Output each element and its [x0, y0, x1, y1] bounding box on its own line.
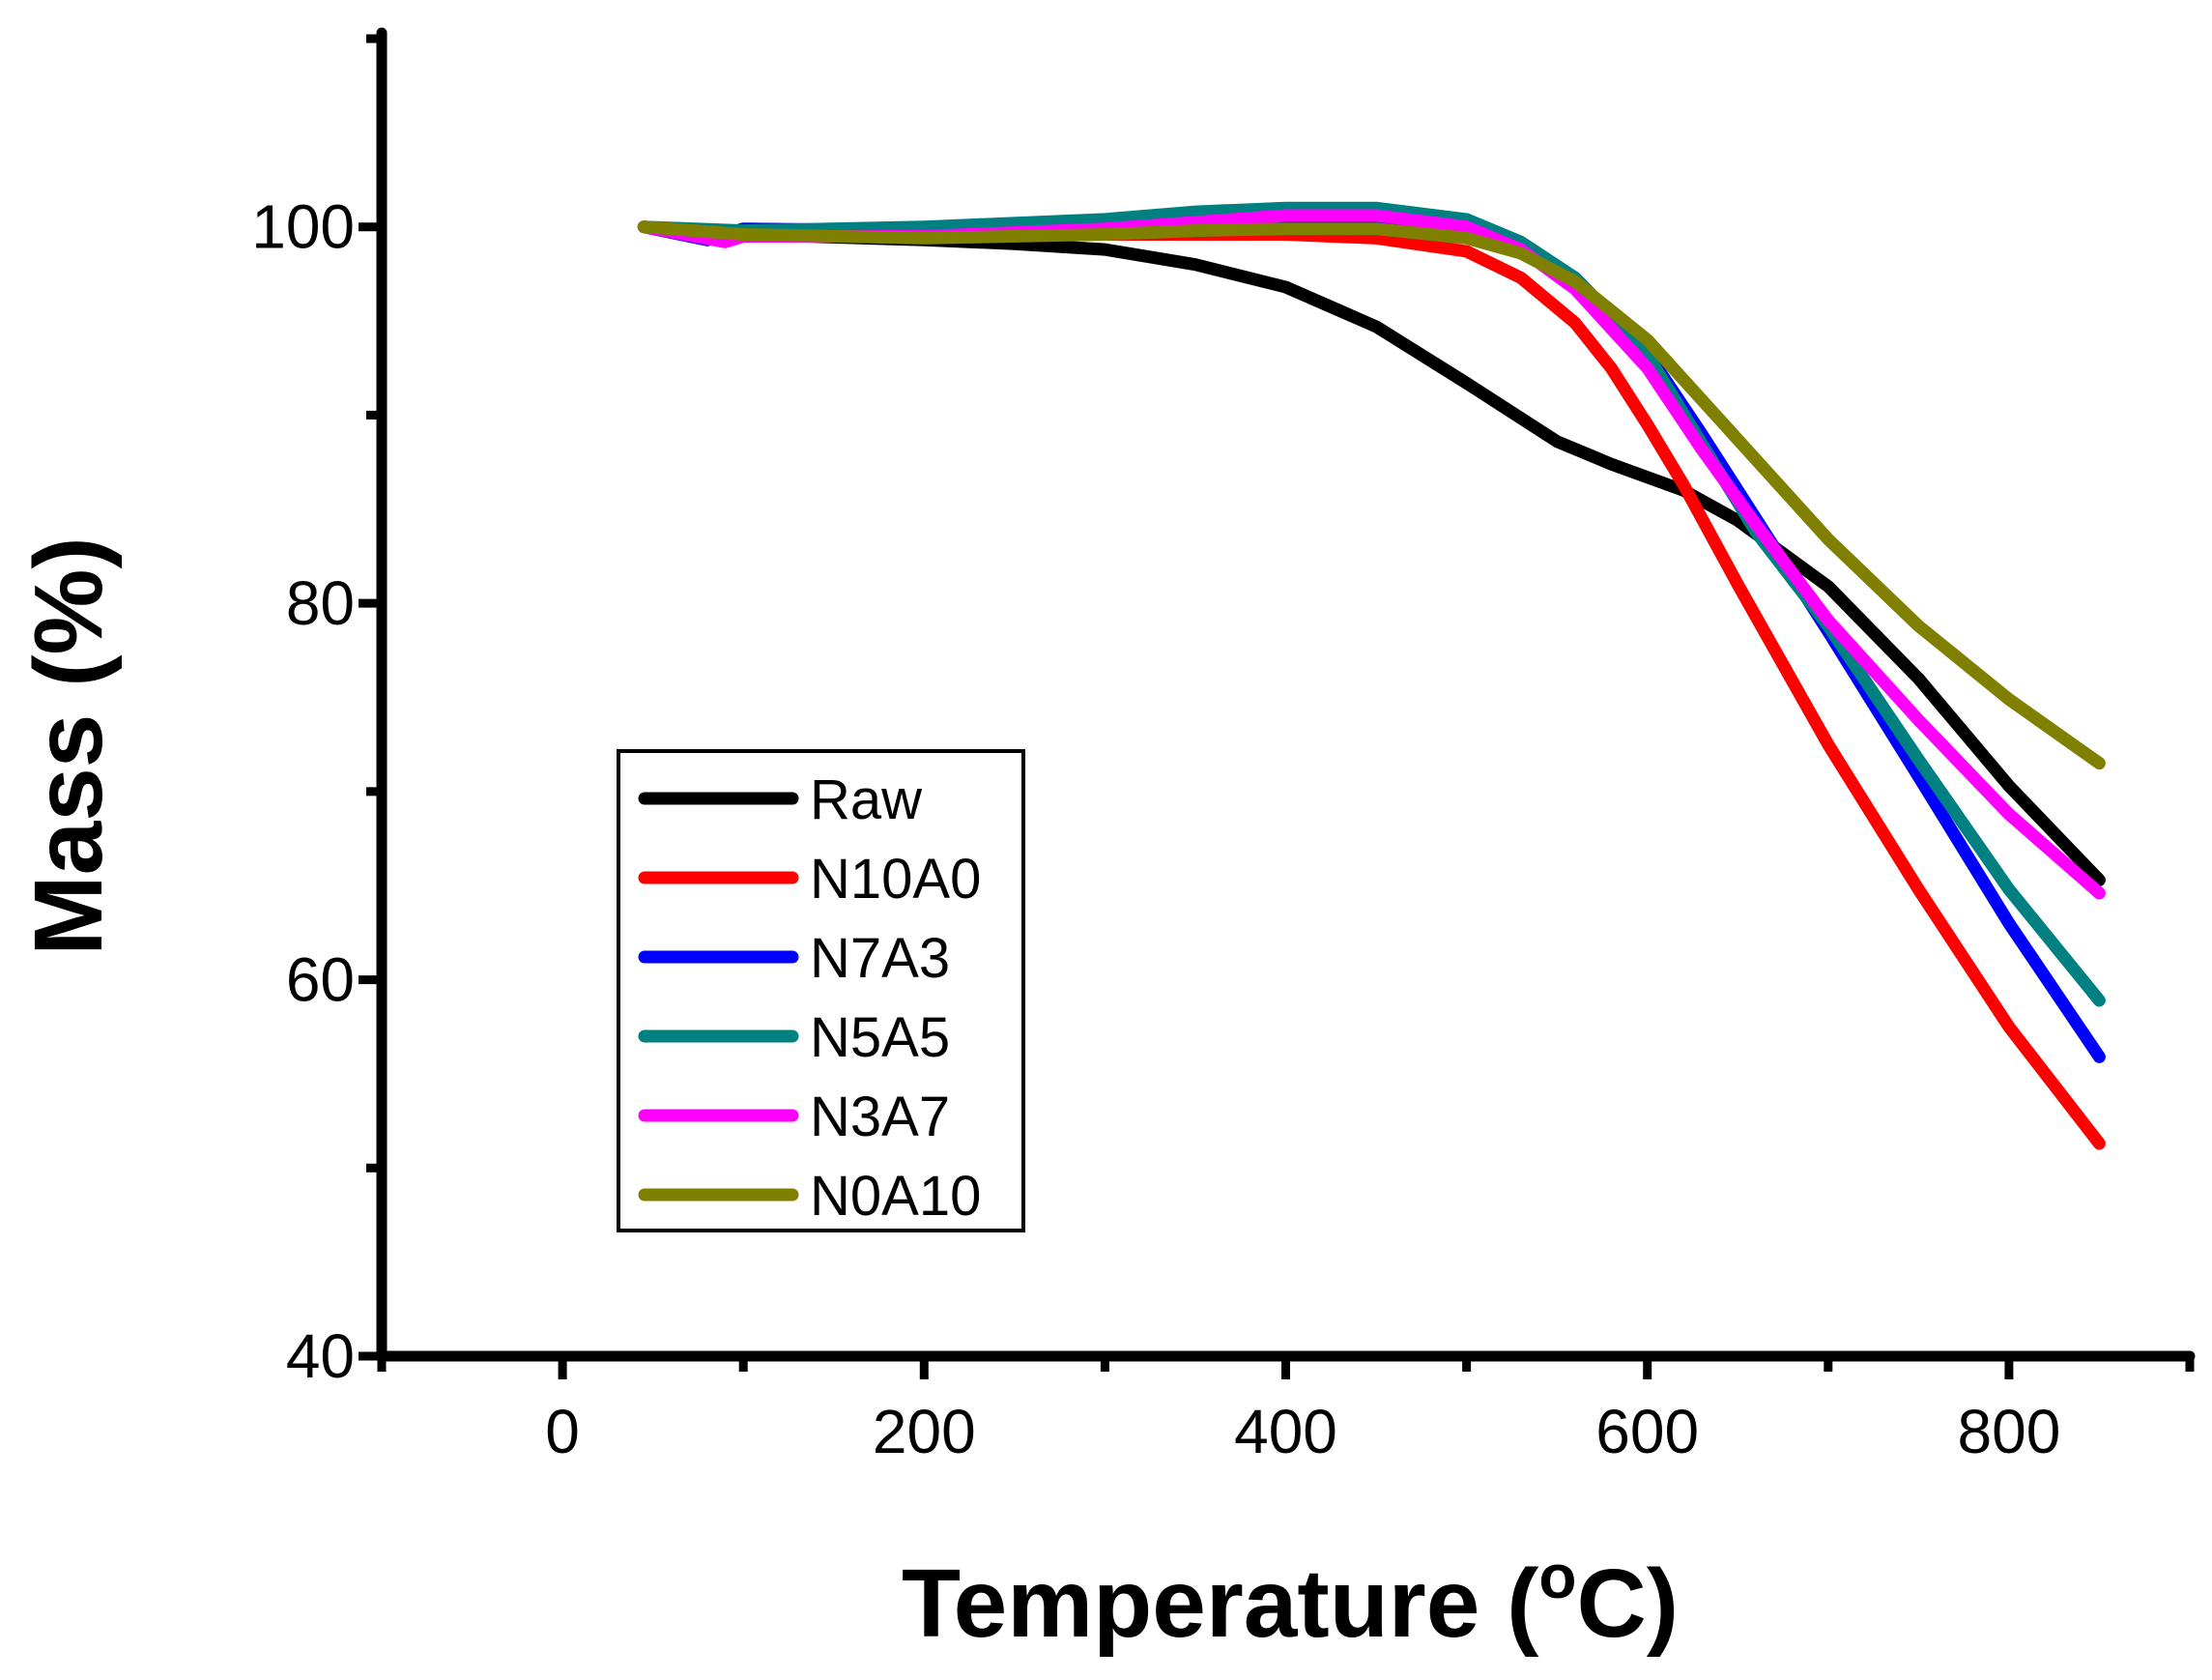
legend-label-raw: Raw	[810, 768, 923, 831]
y-axis-title: Mass (%)	[14, 536, 123, 955]
legend-label-n3a7: N3A7	[810, 1086, 950, 1148]
axes	[359, 27, 2196, 1379]
x-tick-label: 400	[1234, 1397, 1337, 1466]
legend-label-n5a5: N5A5	[810, 1006, 950, 1069]
series-line-n0a10	[637, 220, 2106, 770]
y-tick-label: 80	[286, 568, 355, 638]
x-tick-label: 0	[545, 1397, 580, 1466]
x-tick-label: 600	[1595, 1397, 1699, 1466]
y-tick-label: 40	[286, 1321, 355, 1391]
series-layer	[637, 201, 2106, 1150]
y-tick-label: 100	[251, 192, 355, 262]
legend-label-n10a0: N10A0	[810, 848, 981, 911]
x-tick-label: 200	[873, 1397, 976, 1466]
legend-label-n7a3: N7A3	[810, 927, 950, 990]
legend: Raw N10A0 N7A3 N5A5 N3A7 N0A10	[617, 749, 1025, 1232]
legend-items: Raw N10A0 N7A3 N5A5 N3A7 N0A10	[638, 768, 981, 1228]
tick-labels: 0 200 400 600 800 40 60 80 100	[251, 192, 2060, 1466]
legend-label-n0a10: N0A10	[810, 1165, 981, 1228]
x-axis-title: Temperature (oC)	[902, 1542, 1679, 1658]
x-tick-label: 800	[1958, 1397, 2061, 1466]
legend-box	[617, 749, 1025, 1232]
series-line-n5a5	[637, 201, 2106, 1007]
y-tick-label: 60	[286, 945, 355, 1015]
